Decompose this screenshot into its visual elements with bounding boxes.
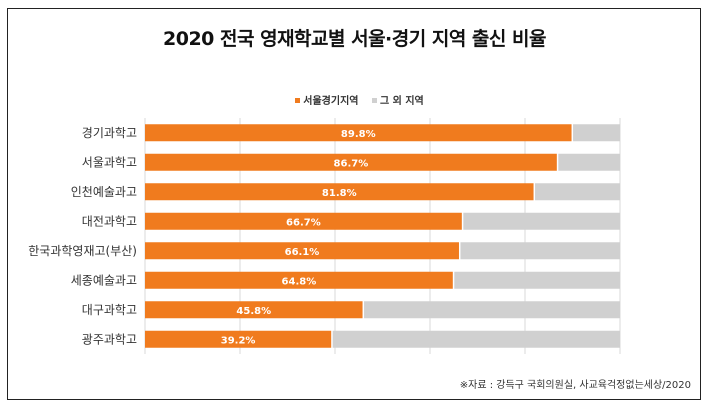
data-label: 45.8% [236,306,271,317]
category-label: 광주과학고 [82,332,137,346]
bar-other [573,124,620,142]
legend-label-other: 그 외 지역 [379,96,424,107]
bar-seoul-gyeonggi [145,301,363,319]
category-label: 한국과학영재고(부산) [28,244,137,258]
bar-other [454,271,620,289]
bar-seoul-gyeonggi [145,183,534,201]
bar-other [364,301,620,319]
category-label: 세종예술과고 [71,273,137,287]
data-label: 89.8% [341,129,376,140]
bar-seoul-gyeonggi [145,212,462,230]
source-note: ※자료 : 강득구 국회의원실, 사교육걱정없는세상/2020 [459,380,691,391]
bar-seoul-gyeonggi [145,124,572,142]
data-label: 64.8% [282,276,317,287]
legend-swatch-other [371,98,377,103]
legend-label-seoul-gyeonggi: 서울경기지역 [303,96,359,107]
category-label: 경기과학고 [82,126,137,140]
legend-swatch-seoul-gyeonggi [295,98,301,103]
bar-seoul-gyeonggi [145,271,453,289]
category-label: 서울과학고 [82,155,137,169]
data-label: 66.1% [285,247,320,258]
category-label: 대구과학고 [82,303,137,317]
bar-other [558,153,620,171]
bar-other [460,242,620,260]
data-label: 81.8% [322,188,357,199]
data-label: 39.2% [221,335,256,346]
bar-other [463,212,620,230]
category-label: 대전과학고 [82,214,137,228]
data-label: 86.7% [334,158,369,169]
bar-seoul-gyeonggi [145,330,332,348]
chart-title: 2020 전국 영재학교별 서울·경기 지역 출신 비율 [163,28,546,50]
legend: 서울경기지역 그 외 지역 [0,92,709,107]
bar-seoul-gyeonggi [145,242,459,260]
data-label: 66.7% [286,217,321,228]
bar-other [535,183,620,201]
bar-seoul-gyeonggi [145,153,557,171]
bar-other [332,330,620,348]
category-label: 인천예술과고 [71,184,137,199]
